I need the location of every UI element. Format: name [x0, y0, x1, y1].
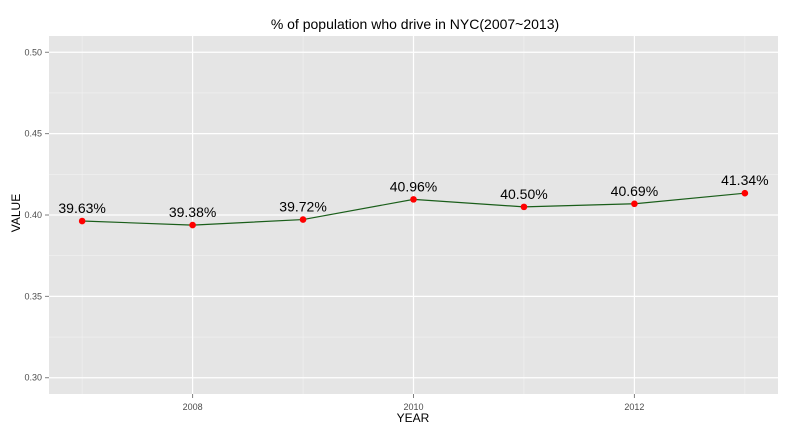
y-axis-ticks: 0.30 0.35 0.40 0.45 0.50	[24, 47, 49, 383]
data-label: 39.63%	[58, 200, 105, 216]
data-point	[631, 200, 638, 208]
data-label: 39.38%	[169, 204, 216, 220]
data-point	[741, 189, 749, 197]
data-label: 39.72%	[279, 199, 326, 215]
major-grid	[49, 36, 778, 394]
data-point	[299, 216, 307, 223]
x-tick-label: 2010	[403, 402, 423, 412]
y-axis-title: VALUE	[9, 194, 23, 232]
data-points	[78, 189, 749, 229]
chart-title: % of population who drive in NYC(2007~20…	[271, 16, 559, 32]
data-label: 40.96%	[390, 178, 437, 194]
y-tick-label: 0.45	[24, 129, 42, 139]
y-tick-label: 0.40	[24, 210, 42, 220]
data-point	[520, 203, 528, 211]
data-point	[78, 217, 86, 225]
data-label: 40.50%	[500, 186, 547, 202]
y-tick-label: 0.50	[24, 47, 42, 57]
x-axis-ticks: 2008 2010 2012	[183, 394, 644, 412]
x-axis-title: YEAR	[397, 411, 430, 425]
data-point	[410, 196, 417, 203]
x-tick-label: 2012	[624, 402, 644, 412]
y-tick-label: 0.30	[24, 373, 42, 383]
x-tick-label: 2008	[183, 402, 203, 412]
data-label: 40.69%	[611, 183, 658, 199]
y-tick-label: 0.35	[24, 291, 42, 301]
data-label: 41.34%	[721, 172, 768, 188]
data-labels: 39.63% 39.38% 39.72% 40.96% 40.50% 40.69% 41.3…	[58, 172, 768, 220]
data-point	[189, 221, 196, 229]
